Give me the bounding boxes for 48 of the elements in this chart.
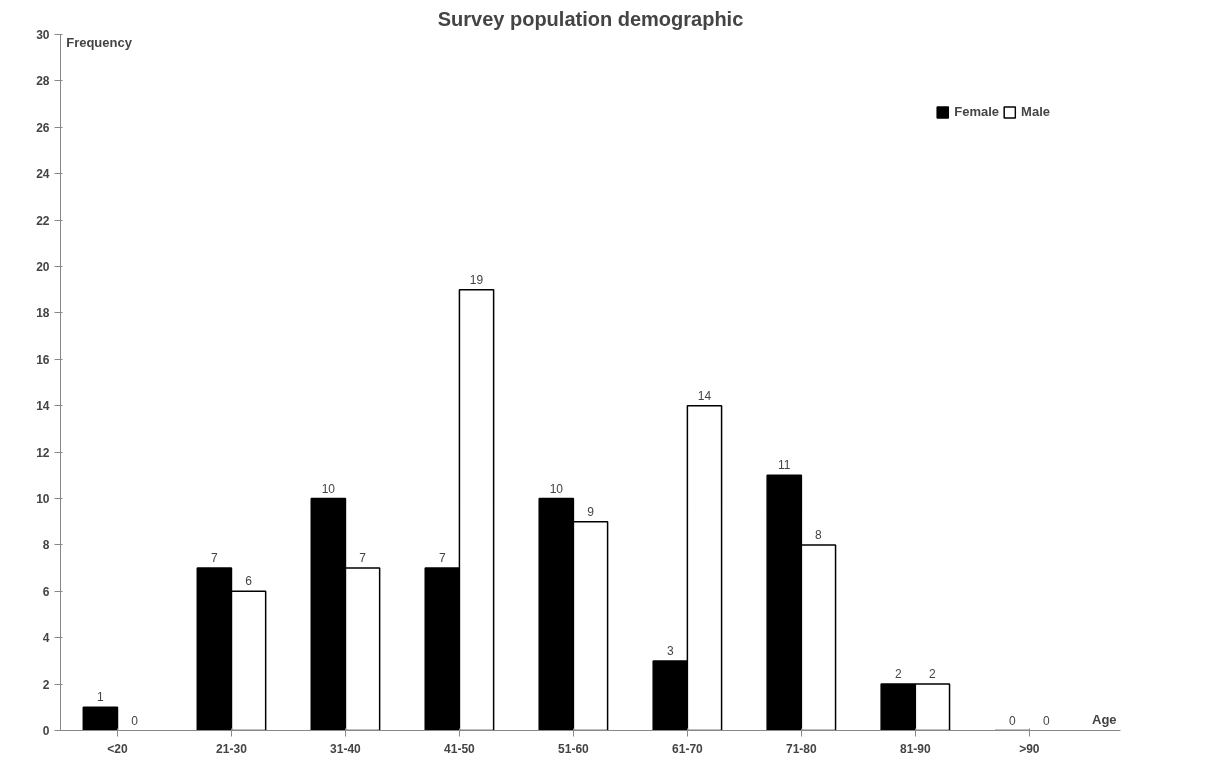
data-label: 19 <box>469 272 484 287</box>
data-label: 7 <box>359 551 367 566</box>
data-label: 9 <box>587 504 595 519</box>
x-tick-label: 21-30 <box>216 741 248 756</box>
y-tick-label: 14 <box>36 399 50 414</box>
data-label: 6 <box>245 574 253 589</box>
data-label: 10 <box>549 481 564 496</box>
chart-title: Survey population demographic <box>437 7 744 30</box>
y-tick-label: 18 <box>36 306 50 321</box>
data-label: 11 <box>778 458 791 473</box>
data-label: 7 <box>438 551 446 566</box>
x-tick-label: 31-40 <box>330 741 362 756</box>
y-tick-label: 8 <box>42 538 50 553</box>
x-tick-label: 61-70 <box>672 741 704 756</box>
data-label: 8 <box>815 527 823 542</box>
y-tick-label: 22 <box>36 213 50 228</box>
legend-label: Female <box>954 104 1000 119</box>
y-tick-label: 24 <box>36 167 50 182</box>
data-label: 14 <box>697 388 712 403</box>
y-tick-label: 6 <box>42 584 50 599</box>
x-tick-label: 71-80 <box>786 741 818 756</box>
data-label: 0 <box>1043 713 1051 728</box>
y-tick-label: 28 <box>36 74 50 89</box>
data-label: 3 <box>666 643 674 658</box>
data-label: 2 <box>894 667 902 682</box>
x-tick-label: <20 <box>107 741 128 756</box>
legend-label: Male <box>1021 104 1050 119</box>
y-tick-label: 26 <box>36 120 50 135</box>
data-label: 0 <box>131 713 139 728</box>
data-label: 7 <box>211 551 219 566</box>
x-axis-title: Age <box>1092 711 1117 727</box>
y-tick-label: 16 <box>36 352 50 367</box>
x-tick-label: 51-60 <box>558 741 590 756</box>
data-label: 0 <box>1008 713 1016 728</box>
y-axis-title: Frequency <box>66 34 133 50</box>
y-tick-label: 2 <box>42 677 50 692</box>
data-label: 10 <box>321 481 336 496</box>
x-tick-label: >90 <box>1019 741 1040 756</box>
y-tick-label: 10 <box>36 492 50 506</box>
y-tick-label: 0 <box>42 724 50 738</box>
data-label: 1 <box>97 690 105 705</box>
x-tick-label: 81-90 <box>899 741 932 756</box>
x-tick-label: 41-50 <box>444 741 476 756</box>
y-tick-label: 12 <box>36 445 50 460</box>
y-tick-label: 4 <box>42 631 50 646</box>
data-label: 2 <box>929 667 937 682</box>
y-tick-label: 30 <box>36 28 50 42</box>
y-tick-label: 20 <box>36 260 50 274</box>
